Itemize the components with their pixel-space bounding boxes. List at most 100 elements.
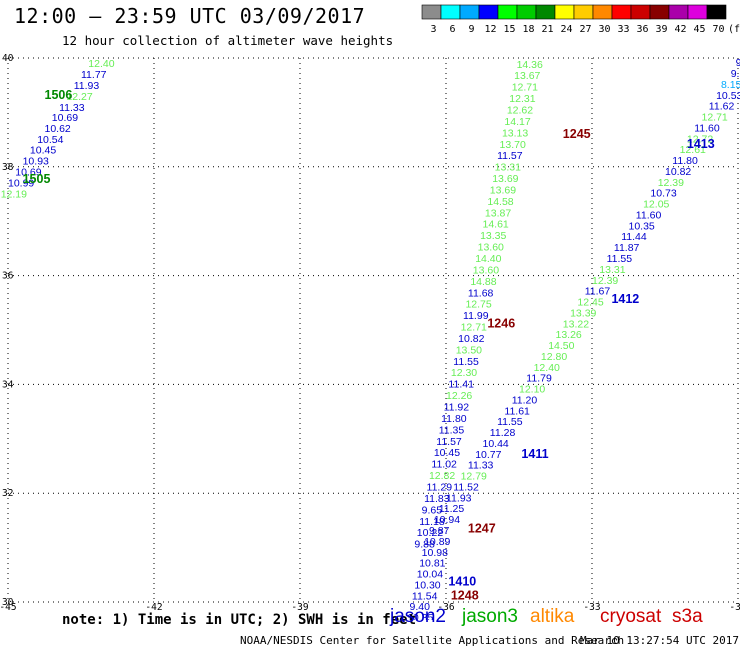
- wave-height-value: 11.83: [424, 493, 450, 505]
- wave-height-value: 10.99: [8, 177, 34, 189]
- scale-swatch: [706, 4, 727, 20]
- wave-height-value: 13.39: [570, 307, 596, 319]
- wave-height-value: 13.67: [514, 70, 540, 82]
- wave-height-value: 13.60: [478, 242, 504, 254]
- wave-height-value: 10.98: [422, 547, 448, 559]
- wave-height-value: 13.22: [563, 318, 589, 330]
- wave-height-value: 10.94: [434, 514, 460, 526]
- time-label: 1247: [468, 521, 496, 535]
- wave-height-value: 10.93: [23, 156, 49, 168]
- wave-height-value: 12.40: [88, 58, 114, 70]
- wave-height-value: 13.50: [456, 344, 482, 356]
- wave-height-value: 10.35: [629, 220, 655, 232]
- wave-height-value: 10.44: [483, 438, 509, 450]
- scale-label: 21: [541, 24, 553, 35]
- scale-label: 9: [468, 24, 474, 35]
- wave-height-value: 11.93: [446, 492, 472, 504]
- scale-label: 18: [522, 24, 534, 35]
- wave-height-value: 12.82: [429, 470, 455, 482]
- wave-height-value: 11.33: [468, 460, 494, 472]
- wave-height-value: 13.69: [492, 173, 518, 185]
- wave-height-value: 11.61: [504, 405, 530, 417]
- wave-height-value: 9.87: [429, 525, 450, 537]
- wave-height-value: 8.15: [721, 79, 740, 91]
- wave-height-value: 12.45: [577, 297, 603, 309]
- wave-height-value: 11.41: [448, 379, 474, 391]
- wave-height-value: 11.02: [431, 459, 457, 471]
- lon-label: -39: [291, 602, 308, 613]
- time-label: 1246: [487, 316, 515, 330]
- wave-height-value: 14.40: [475, 253, 501, 265]
- satellite-s3a: s3a: [672, 606, 703, 627]
- scale-label: 24: [560, 24, 572, 35]
- lon-label: -42: [145, 602, 162, 613]
- map-subtitle: 12 hour collection of altimeter wave hei…: [62, 33, 394, 48]
- satellite-jason3: jason3: [462, 606, 518, 627]
- wave-height-value: 10.77: [475, 449, 501, 461]
- wave-height-value: 12.79: [461, 471, 487, 483]
- wave-height-value: 11.60: [636, 209, 662, 221]
- scale-label: 15: [503, 24, 515, 35]
- wave-height-value: 11.55: [497, 416, 523, 428]
- wave-height-value: 11.77: [81, 69, 107, 81]
- wave-height-value: 10.82: [458, 333, 484, 345]
- wave-height-value: 13.69: [490, 184, 516, 196]
- credit-line: NOAA/NESDIS Center for Satellite Applica…: [240, 634, 625, 647]
- wave-height-value: 14.50: [548, 340, 574, 352]
- wave-height-value: 11.44: [621, 231, 647, 243]
- lat-label: 40: [2, 53, 14, 64]
- time-label: 1410: [448, 575, 476, 589]
- wave-height-value: 11.54: [412, 590, 438, 602]
- wave-height-value: 12.05: [643, 199, 669, 211]
- wave-height-value: 9.51: [731, 68, 740, 80]
- time-label: 1411: [521, 447, 548, 461]
- lat-label: 32: [2, 488, 13, 499]
- wave-height-value: 13.31: [599, 264, 625, 276]
- wave-height-value: 11.60: [694, 122, 720, 134]
- wave-height-value: 11.93: [74, 80, 100, 92]
- wave-height-value: 12.80: [541, 351, 567, 363]
- wave-height-value: 12.26: [446, 390, 472, 402]
- scale-label: 12: [484, 24, 496, 35]
- wave-height-value: 12.19: [1, 188, 27, 200]
- wave-height-value: 13.70: [500, 139, 526, 151]
- scale-label: 39: [655, 24, 667, 35]
- wave-height-value: 12.39: [592, 275, 618, 287]
- wave-height-value: 12.71: [702, 112, 728, 124]
- footnote: note: 1) Time is in UTC; 2) SWH is in fe…: [62, 612, 417, 628]
- wave-height-value: 10.82: [665, 166, 691, 178]
- wave-height-value: 11.33: [59, 102, 85, 114]
- wave-height-value: 11.87: [614, 242, 640, 254]
- wave-height-value: 14.61: [483, 219, 509, 231]
- wave-height-value: 11.25: [439, 503, 465, 515]
- scale-label: 45: [693, 24, 705, 35]
- lat-label: 36: [2, 271, 14, 282]
- wave-height-value: 12.71: [461, 322, 487, 334]
- wave-height-value: 11.79: [526, 373, 552, 385]
- wave-height-value: 10.04: [417, 569, 443, 581]
- wave-height-value: 11.99: [463, 310, 489, 322]
- lat-label: 34: [2, 379, 14, 390]
- scale-label: 36: [636, 24, 648, 35]
- wave-height-value: 10.45: [30, 145, 56, 157]
- satellite-altika: altika: [530, 606, 575, 627]
- lon-label: -36: [437, 602, 454, 613]
- lon-label: -45: [0, 602, 17, 613]
- lon-label: -30: [729, 602, 740, 613]
- wave-height-value: 11.80: [441, 413, 467, 425]
- scale-label: 33: [617, 24, 629, 35]
- scale-unit: (ft): [728, 24, 740, 35]
- wave-height-value: 11.29: [427, 481, 453, 493]
- time-label: 1245: [563, 127, 591, 141]
- wave-height-value: 11.55: [453, 356, 479, 368]
- wave-height-value: 9.40: [410, 601, 431, 613]
- wave-height-value: 14.36: [517, 59, 543, 71]
- wave-height-value: 12.31: [509, 93, 535, 105]
- time-label: 1248: [451, 588, 479, 602]
- wave-height-value: 11.35: [439, 424, 465, 436]
- wave-height-value: 11.62: [709, 101, 735, 113]
- wave-height-value: 14.58: [487, 196, 513, 208]
- wave-height-value: 13.35: [480, 230, 506, 242]
- map-title: 12:00 – 23:59 UTC 03/09/2017: [14, 4, 366, 28]
- wave-height-value: 10.35: [407, 612, 433, 620]
